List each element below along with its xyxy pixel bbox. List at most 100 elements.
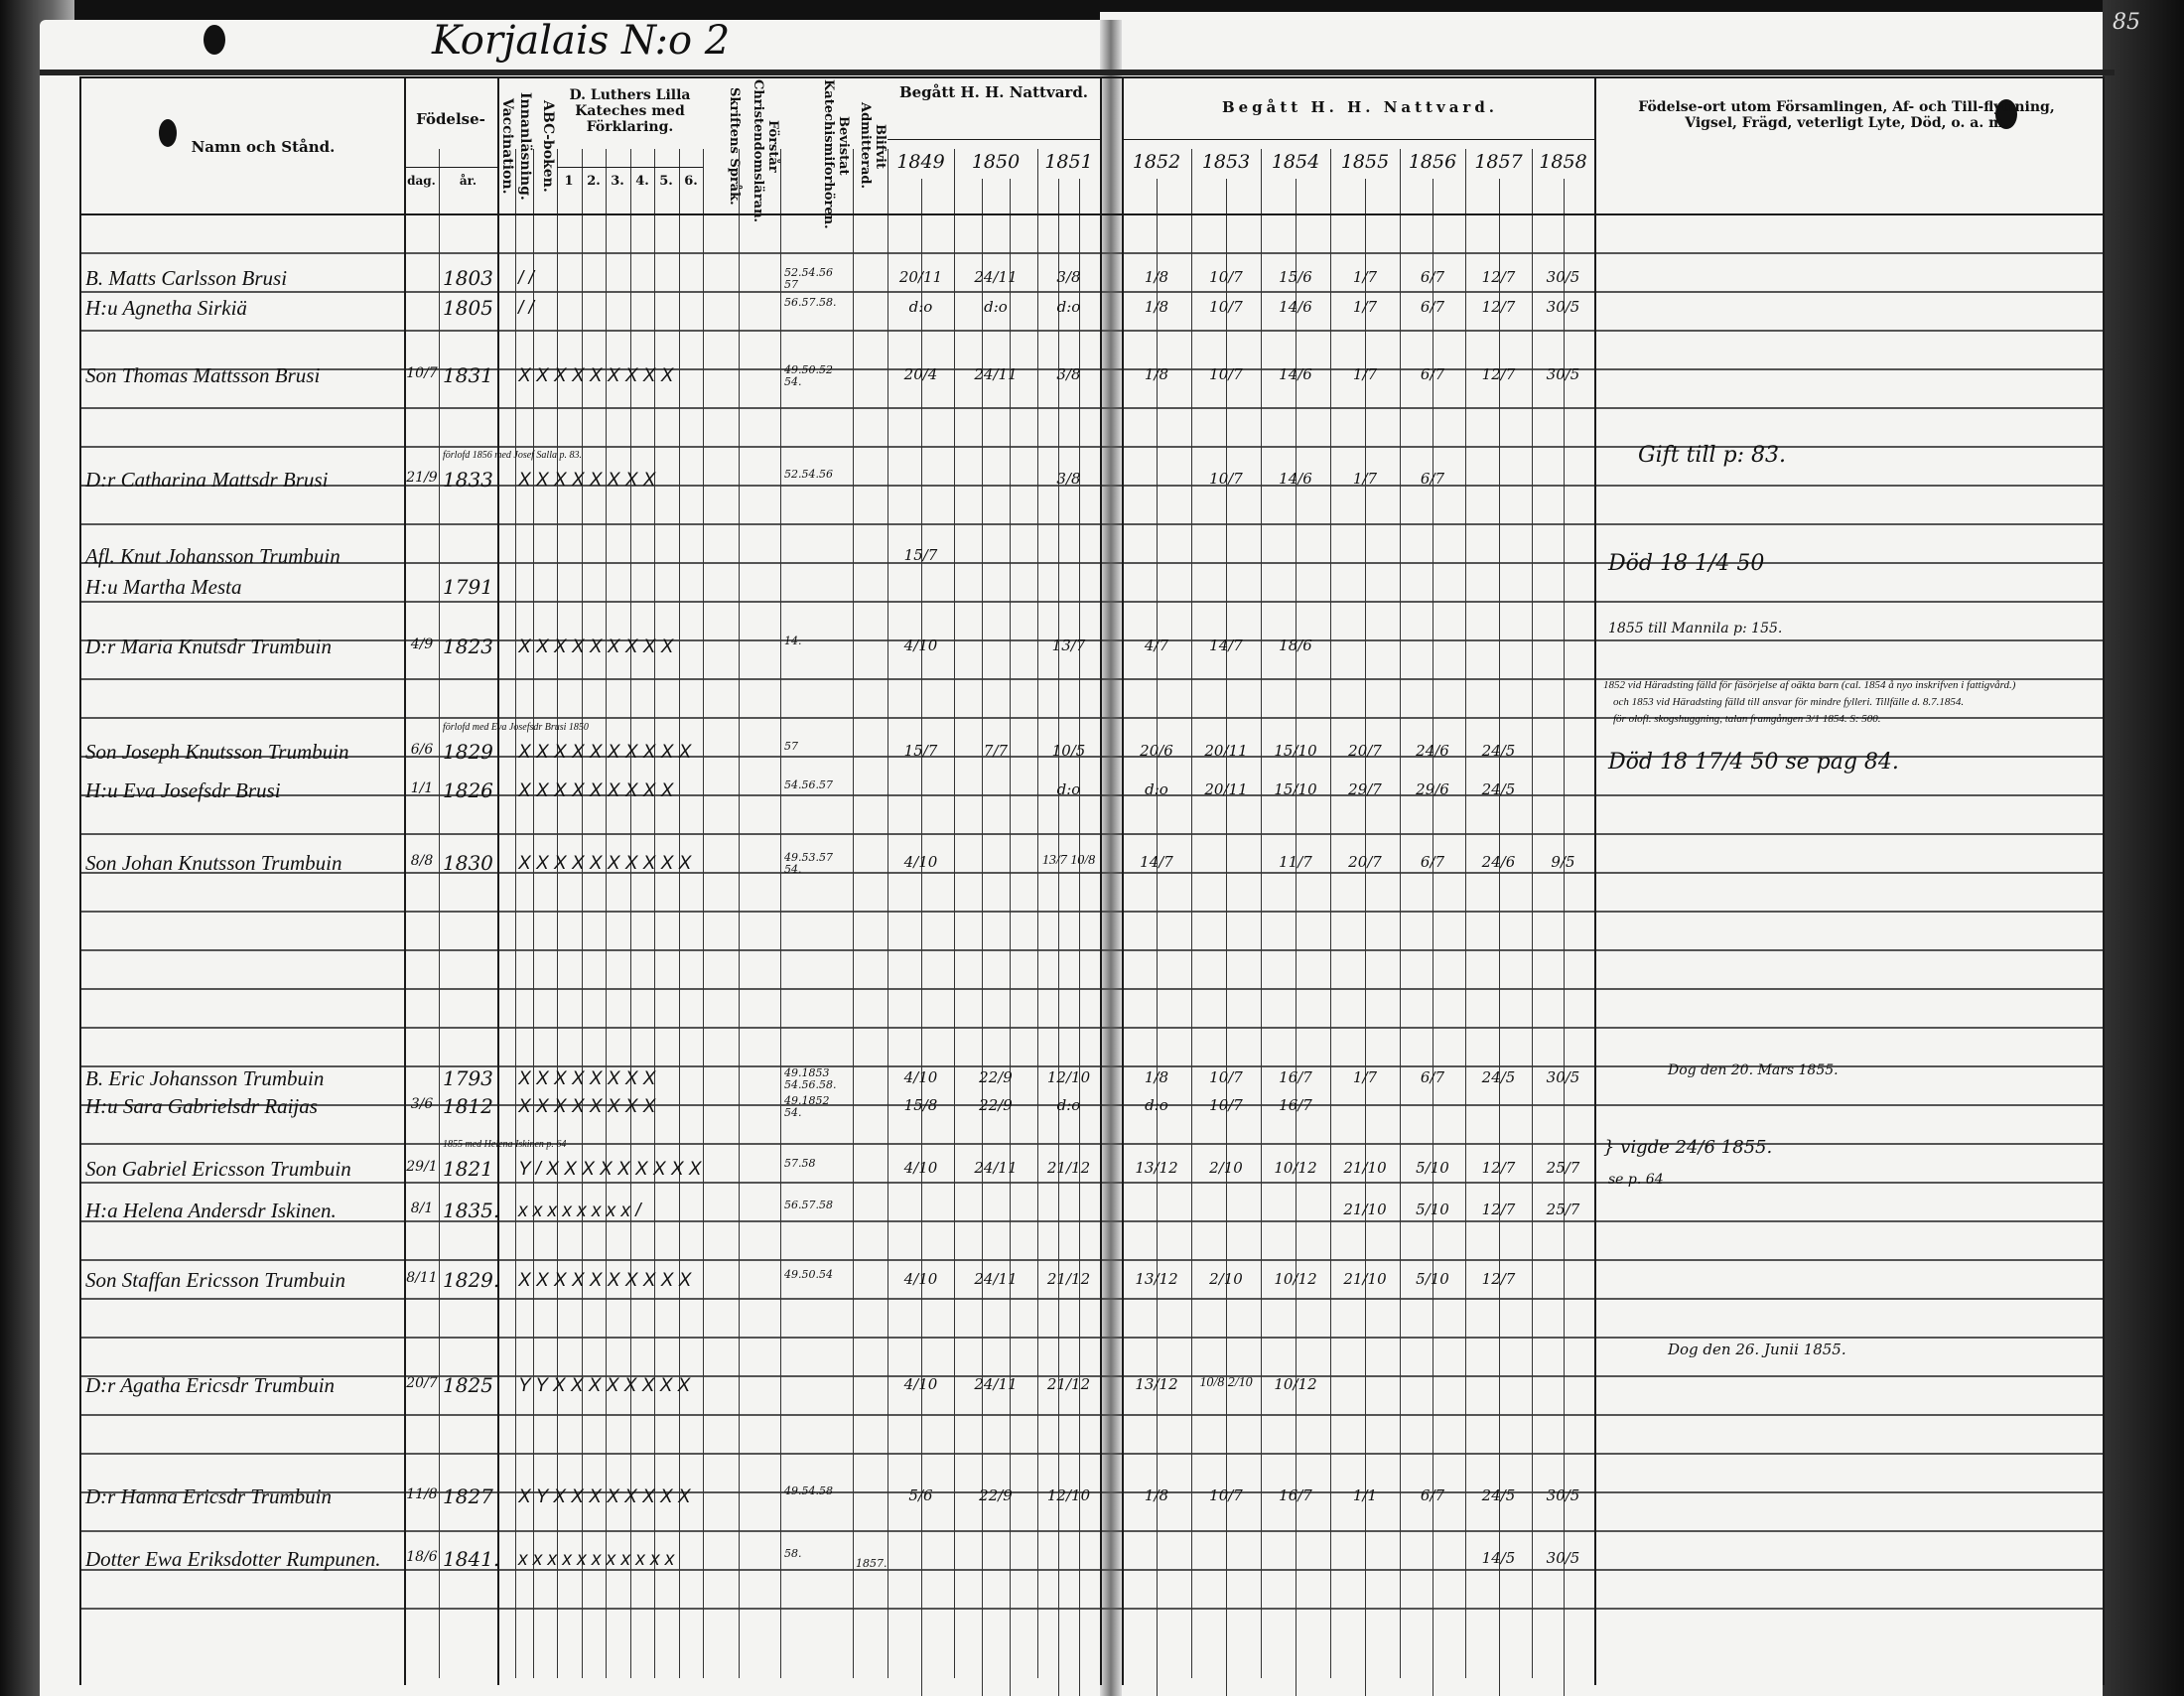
year-header-1851: 1851: [1044, 151, 1093, 173]
communion-date: 14/7: [1140, 853, 1173, 871]
communion-date: 10/5: [1051, 742, 1086, 760]
header-scripture: Skriftens Språk.: [727, 86, 742, 206]
entry-attended: 56.57.58: [784, 1199, 833, 1211]
communion-date: 30/5: [1546, 1549, 1580, 1567]
communion-date: 4/7: [1144, 636, 1169, 654]
communion-date: 1/7: [1352, 1068, 1378, 1086]
communion-date: 18/6: [1279, 636, 1312, 654]
entry-name: Son Gabriel Ericsson Trumbuin: [85, 1157, 351, 1181]
remark-text: Död 18 1/4 50: [1608, 551, 1765, 576]
header-names: Namn och Stånd.: [191, 138, 336, 156]
column-rule: [606, 149, 607, 1678]
communion-date: 1/8: [1144, 1486, 1169, 1504]
communion-date: d:o: [1145, 780, 1168, 798]
communion-date: 24/11: [974, 365, 1018, 383]
communion-date: 12/7: [1481, 365, 1516, 383]
communion-date: 30/5: [1546, 298, 1580, 316]
entry-birth-day: 10/7: [406, 365, 438, 381]
entry-name: Son Staffan Ericsson Trumbuin: [85, 1268, 345, 1292]
communion-date: 4/10: [903, 1068, 938, 1086]
entry-attended: 49.54.58: [784, 1484, 833, 1497]
year-subheader-rule: [887, 139, 1100, 140]
communion-date: 13/7 10/8: [1041, 853, 1096, 868]
communion-date: 6/7: [1420, 853, 1445, 871]
column-rule: [1226, 179, 1227, 1696]
communion-date: 10/7: [1209, 1096, 1243, 1114]
communion-date: 12/7: [1481, 268, 1516, 286]
column-rule: [739, 149, 740, 1678]
communion-date: 30/5: [1546, 1068, 1580, 1086]
ink-blot: [204, 25, 225, 55]
communion-date: d:o: [984, 298, 1008, 316]
remark-text: } vigde 24/6 1855.: [1603, 1137, 1773, 1158]
communion-date: 1/8: [1144, 298, 1169, 316]
page-title: Korjalais N:o 2: [432, 18, 731, 64]
entry-catechism-marks: Y Y X X X X X X X X: [518, 1375, 691, 1396]
communion-date: 5/6: [908, 1486, 933, 1504]
communion-date: 13/12: [1135, 1159, 1178, 1177]
entry-attended: 49.53.57 54.: [784, 851, 833, 876]
year-header-1857: 1857: [1474, 151, 1523, 173]
entry-birth-year: 1827: [443, 1484, 493, 1508]
column-rule: [1400, 149, 1401, 1678]
year-header-1853: 1853: [1201, 151, 1251, 173]
communion-date: 2/10: [1209, 1270, 1243, 1288]
entry-catechism-marks: X X X X X X X X: [518, 470, 656, 491]
communion-date: 21/12: [1046, 1159, 1091, 1177]
header-attended: Bevistat Katechismiforhören.: [821, 79, 851, 229]
column-rule: [1465, 149, 1466, 1678]
column-rule: [887, 149, 888, 1678]
entry-birth-day: 4/9: [410, 636, 434, 652]
communion-date: 1/8: [1144, 1068, 1169, 1086]
column-rule: [954, 149, 955, 1678]
entry-name: H:u Sara Gabrielsdr Raijas: [85, 1094, 318, 1118]
communion-date: 24/6: [1416, 742, 1449, 760]
column-rule: [1079, 179, 1080, 1696]
communion-date: 20/11: [1204, 780, 1248, 798]
communion-date: 20/6: [1140, 742, 1173, 760]
communion-date: 21/10: [1343, 1201, 1387, 1218]
column-rule: [853, 149, 854, 1678]
entry-birth-day: 11/8: [406, 1486, 438, 1502]
communion-date: 1/7: [1352, 365, 1378, 383]
row-rules: [79, 215, 2105, 1645]
column-rule: [1261, 149, 1262, 1678]
entry-birth-day: 21/9: [406, 470, 438, 486]
birth-subheader-rule: [404, 167, 497, 168]
column-rule: [1191, 149, 1192, 1678]
remark-text: Dog den 26. Junii 1855.: [1668, 1341, 1846, 1358]
entry-name: H:u Agnetha Sirkiä: [85, 296, 247, 320]
communion-date: 10/7: [1209, 268, 1243, 286]
entry-catechism-marks: x x x x x x x x /: [518, 1201, 641, 1221]
entry-name: D:r Agatha Ericsdr Trumbuin: [85, 1373, 336, 1397]
communion-date: 15/8: [903, 1096, 938, 1114]
communion-date: 11/7: [1279, 853, 1312, 871]
entry-attended: 52.54.56: [784, 468, 833, 481]
column-rule: [1564, 179, 1565, 1696]
entry-catechism-marks: X X X X X X X X X X: [518, 1270, 692, 1291]
entry-birth-year: 1825: [443, 1373, 493, 1397]
entry-attended: 49.1853 54.56.58.: [784, 1066, 837, 1091]
column-rule: [1499, 179, 1500, 1696]
column-rule: [404, 76, 406, 1685]
communion-date: 10/7: [1209, 1486, 1243, 1504]
communion-date: 6/7: [1420, 1486, 1445, 1504]
column-rule: [79, 76, 81, 1685]
communion-date: 14/6: [1279, 298, 1312, 316]
communion-date: 6/7: [1420, 365, 1445, 383]
entry-name: H:a Helena Andersdr Iskinen.: [85, 1199, 337, 1222]
header-communion-left: Begått H. H. Nattvard.: [898, 83, 1089, 101]
communion-date: 13/7: [1051, 636, 1086, 654]
entry-name: Son Joseph Knutsson Trumbuin: [85, 740, 349, 764]
communion-date: 25/7: [1546, 1201, 1580, 1218]
entry-birth-year: 1841.: [443, 1547, 500, 1571]
entry-birth-day: 1/1: [410, 780, 434, 796]
communion-date: d:o: [908, 298, 933, 316]
column-rule: [1157, 179, 1158, 1696]
entry-name: H:u Martha Mesta: [85, 575, 242, 599]
communion-date: 5/10: [1416, 1270, 1449, 1288]
entry-catechism-marks: Y / X X X X X X X X X: [518, 1159, 702, 1180]
entry-birth-year: 1831: [443, 363, 493, 387]
entry-name: Son Thomas Mattsson Brusi: [85, 363, 321, 387]
header-vaccination: Vaccination.: [499, 97, 515, 195]
